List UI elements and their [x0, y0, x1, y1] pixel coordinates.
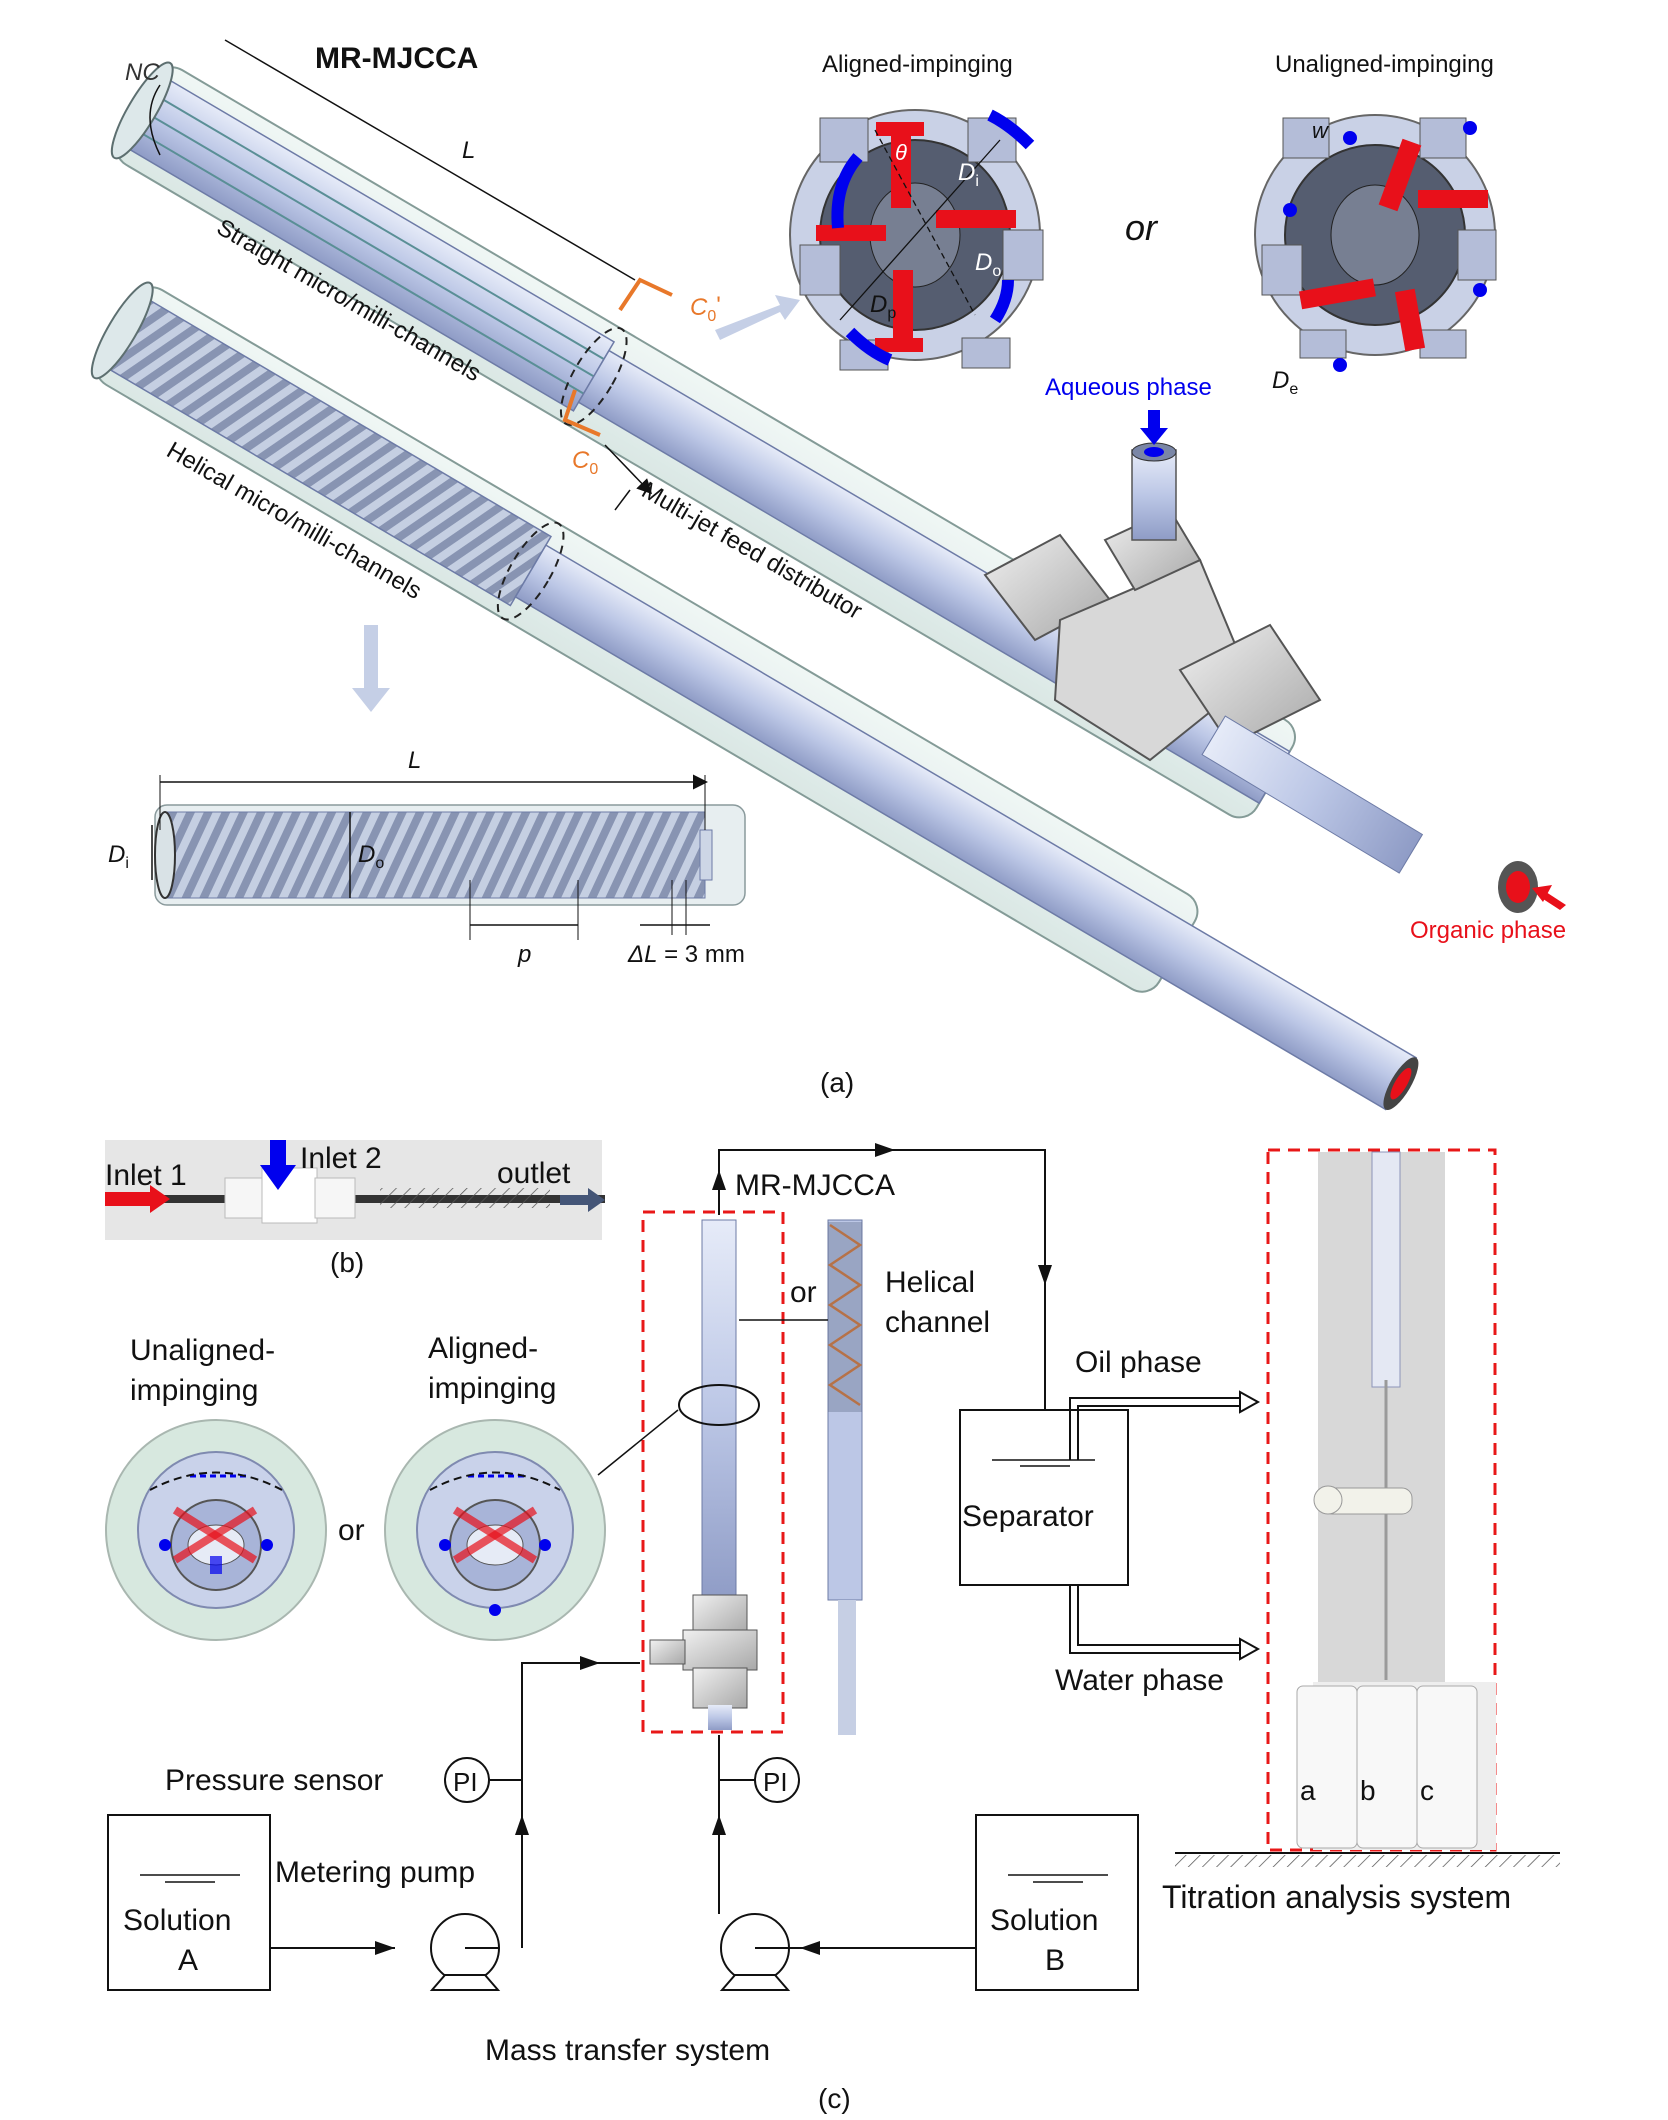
de-label: De	[1272, 367, 1298, 398]
theta-label: θ	[895, 140, 907, 165]
detail-pitch-label: p	[517, 941, 531, 968]
helical-detail	[151, 774, 746, 940]
pressure-sensor-left	[444, 1757, 490, 1803]
inlet1-label: Inlet 1	[105, 1159, 187, 1192]
pi-right-label: PI	[763, 1767, 788, 1797]
solution-a-line1: Solution	[123, 1904, 231, 1937]
ground-hatch	[1175, 1855, 1560, 1867]
aligned-line1: Aligned-	[428, 1332, 538, 1365]
unaligned-distributor	[1254, 114, 1497, 372]
unaligned-line2: impinging	[130, 1374, 258, 1407]
c0-label: C0	[572, 447, 598, 478]
aqueous-label: Aqueous phase	[1045, 374, 1212, 401]
or-left-label: or	[338, 1514, 365, 1547]
separator-box	[959, 1409, 1129, 1586]
panel-c: MR-MJCCA or Helical channel Unaligned- i…	[105, 1143, 1560, 2114]
solution-a-line2: A	[178, 1944, 198, 1977]
mass-transfer-label: Mass transfer system	[485, 2034, 770, 2067]
oil-arrow	[1069, 1397, 1240, 1460]
line-left-up	[521, 1662, 640, 1948]
down-arrow	[352, 625, 390, 712]
render-pointer	[597, 1409, 679, 1476]
helical-channel-assembly	[90, 281, 1419, 1111]
zoom-arrow	[715, 295, 800, 340]
aligned-line2: impinging	[428, 1372, 556, 1405]
aqueous-arrow	[1140, 410, 1168, 445]
metering-label: Metering pump	[275, 1856, 475, 1889]
detail-do-label: Do	[358, 841, 384, 872]
outlet-label: outlet	[497, 1157, 571, 1190]
titration-label: Titration analysis system	[1162, 1879, 1511, 1915]
c0-prime-marker	[618, 277, 673, 312]
solution-b-line2: B	[1045, 1944, 1065, 1977]
assembly-title: MR-MJCCA	[315, 42, 478, 75]
inlet2-label: Inlet 2	[300, 1142, 382, 1175]
water-arrow	[1069, 1585, 1240, 1654]
vial-a-label: a	[1300, 1775, 1316, 1806]
caption-c: (c)	[818, 2083, 851, 2114]
di-label: Di	[958, 159, 979, 190]
vial-c-label: c	[1420, 1775, 1434, 1806]
length-dim-line	[224, 39, 636, 281]
helical-line1: Helical	[885, 1266, 975, 1299]
reactor-tube	[701, 1219, 737, 1601]
reactor-box	[641, 1210, 785, 1734]
solution-b-line1: Solution	[990, 1904, 1098, 1937]
unaligned-title: Unaligned-impinging	[1275, 51, 1494, 78]
water-label: Water phase	[1055, 1664, 1224, 1697]
length-label: L	[462, 137, 475, 164]
pointer-c0	[604, 444, 653, 495]
caption-a: (a)	[820, 1067, 854, 1098]
nc-label: NC	[125, 59, 160, 86]
aligned-title: Aligned-impinging	[822, 51, 1013, 78]
nc-dim	[149, 84, 161, 156]
organic-arrow	[1532, 885, 1566, 910]
or-label-a: or	[1125, 207, 1159, 248]
pressure-label: Pressure sensor	[165, 1764, 383, 1797]
w-label: w	[1312, 118, 1330, 143]
tee-fitting	[983, 442, 1538, 913]
oil-label: Oil phase	[1075, 1346, 1202, 1379]
aligned-render-c	[384, 1419, 606, 1641]
c0-prime-label: C0'	[690, 292, 721, 325]
detail-dl-label: ΔL = 3 mm	[627, 941, 745, 968]
c0-marker	[562, 389, 601, 437]
mrmjcca-label: MR-MJCCA	[735, 1169, 895, 1202]
aligned-distributor	[789, 109, 1044, 371]
helical-line2: channel	[885, 1306, 990, 1339]
panel-b: Inlet 1 Inlet 2 outlet (b)	[105, 1140, 605, 1278]
separator-label: Separator	[962, 1500, 1094, 1533]
do-label: Do	[975, 249, 1001, 280]
solution-b-tank	[975, 1814, 1139, 1991]
pi-left-label: PI	[453, 1767, 478, 1797]
or-mid-label: or	[790, 1276, 817, 1309]
unaligned-render-c	[105, 1419, 327, 1641]
detail-di-label: Di	[108, 841, 129, 872]
panel-a: MR-MJCCA NC L Straight micro/milli-chann…	[90, 39, 1566, 1111]
caption-b: (b)	[330, 1247, 364, 1278]
solution-a-tank	[107, 1814, 271, 1991]
unaligned-line1: Unaligned-	[130, 1334, 275, 1367]
detail-length-label: L	[408, 747, 421, 774]
organic-label: Organic phase	[1410, 917, 1566, 944]
vial-b-label: b	[1360, 1775, 1376, 1806]
pressure-sensor-right	[754, 1757, 800, 1803]
pointer-distributor	[614, 489, 631, 511]
dp-label: Dp	[870, 291, 896, 322]
